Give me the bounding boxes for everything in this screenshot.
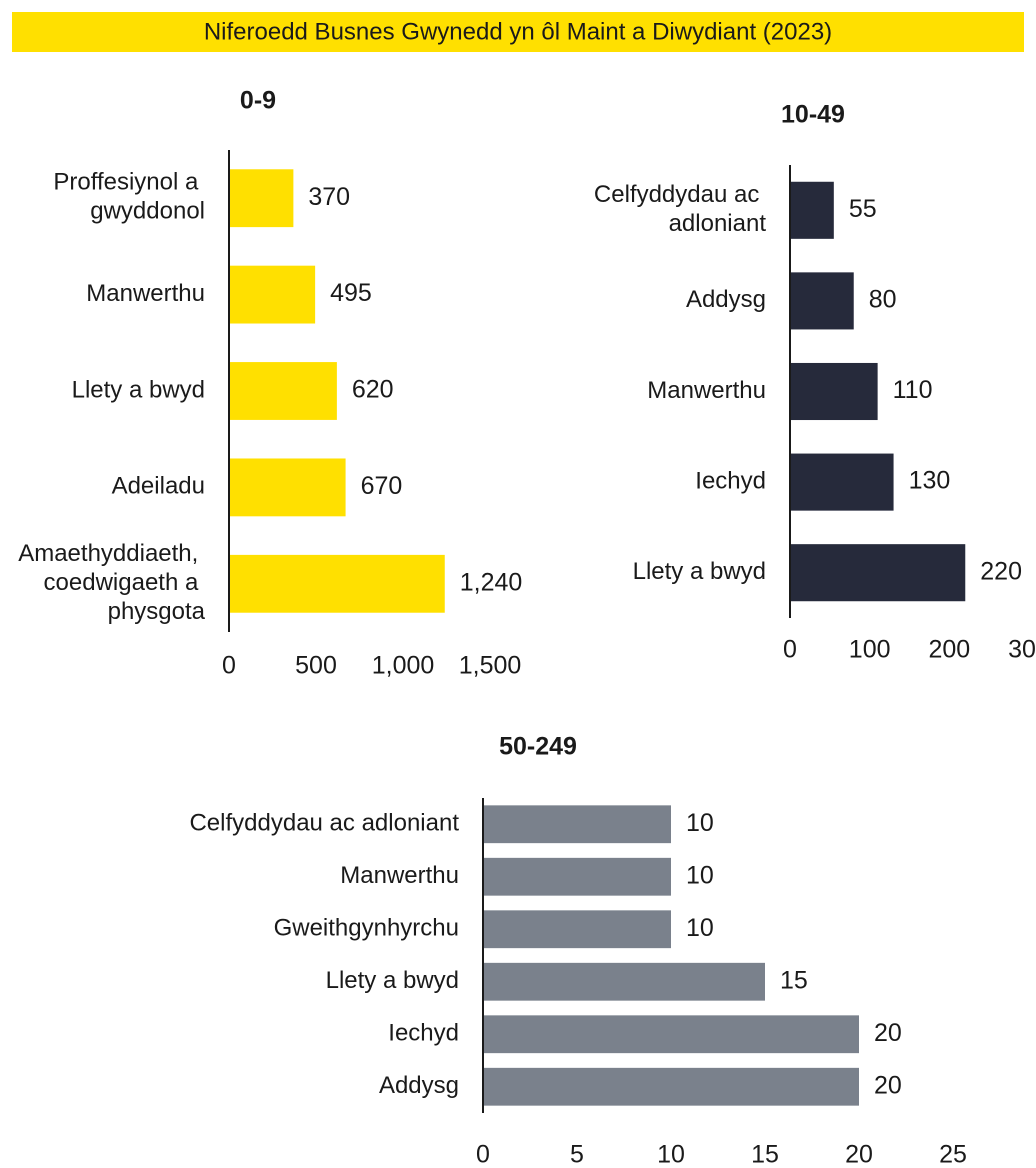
- category-label: Proffesiynol a gwyddonol: [53, 169, 205, 225]
- bar: [790, 453, 894, 511]
- value-label: 130: [909, 467, 951, 495]
- category-label: Llety a bwyd: [72, 376, 205, 403]
- bar: [483, 962, 765, 1001]
- value-label: 20: [874, 1071, 902, 1099]
- x-tick-label: 15: [751, 1141, 779, 1168]
- x-tick-label: 10: [657, 1141, 685, 1168]
- chart-title: 50-249: [499, 733, 577, 761]
- bar: [790, 272, 854, 330]
- category-label: Celfyddydau ac adloniant: [189, 810, 459, 837]
- value-label: 80: [869, 286, 897, 314]
- category-label: Llety a bwyd: [326, 967, 459, 994]
- bar: [229, 169, 294, 228]
- value-label: 220: [980, 557, 1022, 585]
- x-tick-label: 0: [222, 652, 236, 680]
- value-label: 10: [686, 914, 714, 942]
- bar: [483, 1015, 859, 1054]
- value-label: 495: [330, 279, 372, 307]
- value-label: 110: [893, 376, 933, 404]
- value-label: 10: [686, 809, 714, 837]
- x-tick-label: 300: [1008, 636, 1036, 664]
- value-label: 620: [352, 376, 394, 404]
- x-tick-label: 500: [295, 652, 337, 680]
- x-tick-label: 1,500: [459, 652, 522, 680]
- title-bar: [12, 12, 1024, 52]
- category-label: Manwerthu: [647, 377, 766, 404]
- bar: [229, 265, 316, 324]
- bar: [790, 181, 834, 239]
- value-label: 1,240: [460, 568, 523, 596]
- category-label: Amaethyddiaeth, coedwigaeth a physgota: [18, 540, 205, 625]
- category-label: Celfyddydau ac adloniant: [594, 181, 766, 237]
- value-label: 20: [874, 1019, 902, 1047]
- bar: [483, 805, 671, 844]
- category-label: Adeiladu: [112, 473, 205, 500]
- value-label: 10: [686, 861, 714, 889]
- category-label: Manwerthu: [340, 862, 459, 889]
- category-label: Manwerthu: [86, 280, 205, 307]
- value-label: 670: [361, 472, 403, 500]
- bar: [483, 910, 671, 949]
- value-label: 370: [308, 183, 350, 211]
- category-label: Gweithgynhyrchu: [274, 915, 459, 942]
- bar: [483, 1067, 859, 1106]
- value-label: 55: [849, 195, 877, 223]
- chart-title: 10-49: [781, 101, 845, 129]
- bar: [229, 554, 445, 613]
- x-tick-label: 20: [845, 1141, 873, 1168]
- chart-title: 0-9: [240, 87, 276, 115]
- category-label: Addysg: [379, 1072, 459, 1099]
- value-label: 15: [780, 966, 808, 994]
- x-tick-label: 25: [939, 1141, 967, 1168]
- x-tick-label: 100: [849, 636, 891, 664]
- bar: [229, 458, 346, 517]
- category-label: Llety a bwyd: [633, 558, 766, 585]
- bar: [229, 362, 337, 420]
- bar: [790, 544, 966, 602]
- x-tick-label: 0: [476, 1141, 490, 1168]
- page-title: Niferoedd Busnes Gwynedd yn ôl Maint a D…: [204, 18, 832, 45]
- x-tick-label: 5: [570, 1141, 584, 1168]
- category-label: Iechyd: [388, 1020, 459, 1047]
- x-tick-label: 0: [783, 636, 797, 664]
- category-label: Iechyd: [695, 467, 766, 494]
- x-tick-label: 1,000: [372, 652, 435, 680]
- x-tick-label: 200: [928, 636, 970, 664]
- bar: [483, 857, 671, 896]
- bar: [790, 362, 878, 421]
- category-label: Addysg: [686, 286, 766, 313]
